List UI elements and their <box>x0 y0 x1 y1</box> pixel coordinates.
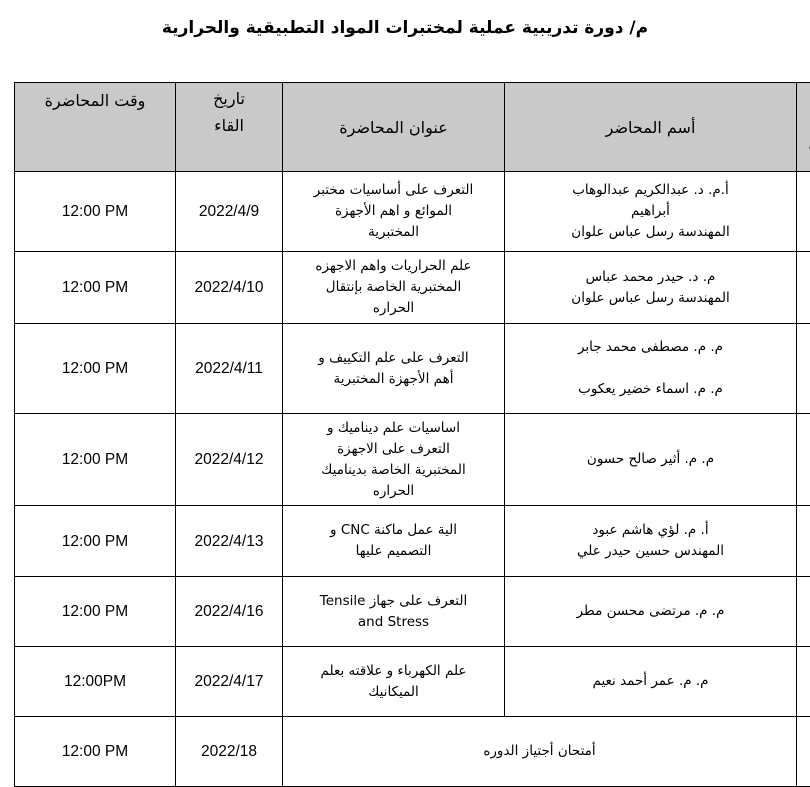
table-row: 2 م. د. حيدر محمد عباس المهندسة رسل عباس… <box>14 251 810 324</box>
lecture-date: 2022/4/11 <box>175 323 283 414</box>
table-row: 7 م. م. مرتضى محسن مطر التعرف على جهاز T… <box>14 576 810 647</box>
lecture-date: 2022/4/9 <box>175 171 283 252</box>
lecture-date: 2022/4/12 <box>175 413 283 506</box>
row-number: 6 <box>796 505 810 577</box>
lecturer-name: أ. م. لؤي هاشم عبود المهندس حسين حيدر عل… <box>504 505 797 577</box>
row-number: 1 <box>796 171 810 252</box>
lecturer-name: أ.م. د. عبدالكريم عبدالوهاب أبراهيم المه… <box>504 171 797 252</box>
header-number: ت <box>796 82 810 172</box>
row-number: 8 <box>796 646 810 717</box>
exam-label: أمتحان أجتياز الدوره <box>282 716 797 787</box>
table-row: 1 أ.م. د. عبدالكريم عبدالوهاب أبراهيم ال… <box>14 171 810 252</box>
table-row: 6 أ. م. لؤي هاشم عبود المهندس حسين حيدر … <box>14 505 810 577</box>
row-number: 9 <box>796 716 810 787</box>
lecture-schedule-table: ت أسم المحاضر عنوان المحاضرة تاريخ القاء… <box>14 82 810 787</box>
exam-time: 12:00 PM <box>14 716 176 787</box>
lecture-time: 12:00 PM <box>14 251 176 324</box>
lecture-time: 12:00 PM <box>14 171 176 252</box>
lecture-title: التعرف على علم التكييف و أهم الأجهزة الم… <box>282 323 505 414</box>
lecture-title: التعرف على جهاز Tensile and Stress <box>282 576 505 647</box>
header-date: تاريخ القاء <box>175 82 283 172</box>
lecturer-name: م. م. أثير صالح حسون <box>504 413 797 506</box>
lecture-title: التعرف على أساسيات مختبر الموائع و اهم ا… <box>282 171 505 252</box>
row-number: 7 <box>796 576 810 647</box>
header-lecture-title: عنوان المحاضرة <box>282 82 505 172</box>
lecture-time: 12:00 PM <box>14 323 176 414</box>
lecturer-name: م. م. مرتضى محسن مطر <box>504 576 797 647</box>
lecture-time: 12:00 PM <box>14 576 176 647</box>
lecturer-name: م. د. حيدر محمد عباس المهندسة رسل عباس ع… <box>504 251 797 324</box>
lecture-title: الية عمل ماكنة CNC و التصميم عليها <box>282 505 505 577</box>
row-number: 5 <box>796 413 810 506</box>
table-row: 8 م. م. عمر أحمد نعيم علم الكهرباء و علا… <box>14 646 810 717</box>
lecture-time: 12:00 PM <box>14 505 176 577</box>
lecture-time: 12:00PM <box>14 646 176 717</box>
exam-date: 2022/18 <box>175 716 283 787</box>
row-number: 2 <box>796 251 810 324</box>
header-lecturer-name: أسم المحاضر <box>504 82 797 172</box>
lecture-title: اساسيات علم ديناميك و التعرف على الاجهزة… <box>282 413 505 506</box>
table-row: 5 م. م. أثير صالح حسون اساسيات علم دينام… <box>14 413 810 506</box>
lecture-date: 2022/4/10 <box>175 251 283 324</box>
table-header-row: ت أسم المحاضر عنوان المحاضرة تاريخ القاء… <box>14 82 810 172</box>
row-number: 4 <box>796 323 810 414</box>
lecture-date: 2022/4/17 <box>175 646 283 717</box>
lecture-time: 12:00 PM <box>14 413 176 506</box>
table-row: 4 م. م. مصطفى محمد جابر م. م. اسماء خضير… <box>14 323 810 414</box>
header-time: وقت المحاضرة <box>14 82 176 172</box>
document-title: م/ دورة تدريبية عملية لمختبرات المواد ال… <box>161 18 649 38</box>
lecture-title: علم الكهرباء و علاقته بعلم الميكانيك <box>282 646 505 717</box>
lecture-date: 2022/4/13 <box>175 505 283 577</box>
lecturer-name: م. م. عمر أحمد نعيم <box>504 646 797 717</box>
lecture-date: 2022/4/16 <box>175 576 283 647</box>
exam-row: 9 أمتحان أجتياز الدوره 2022/18 12:00 PM <box>14 716 810 787</box>
lecturer-name: م. م. مصطفى محمد جابر م. م. اسماء خضير ي… <box>504 323 797 414</box>
lecture-title: علم الحراريات واهم الاجهزه المختبرية الخ… <box>282 251 505 324</box>
